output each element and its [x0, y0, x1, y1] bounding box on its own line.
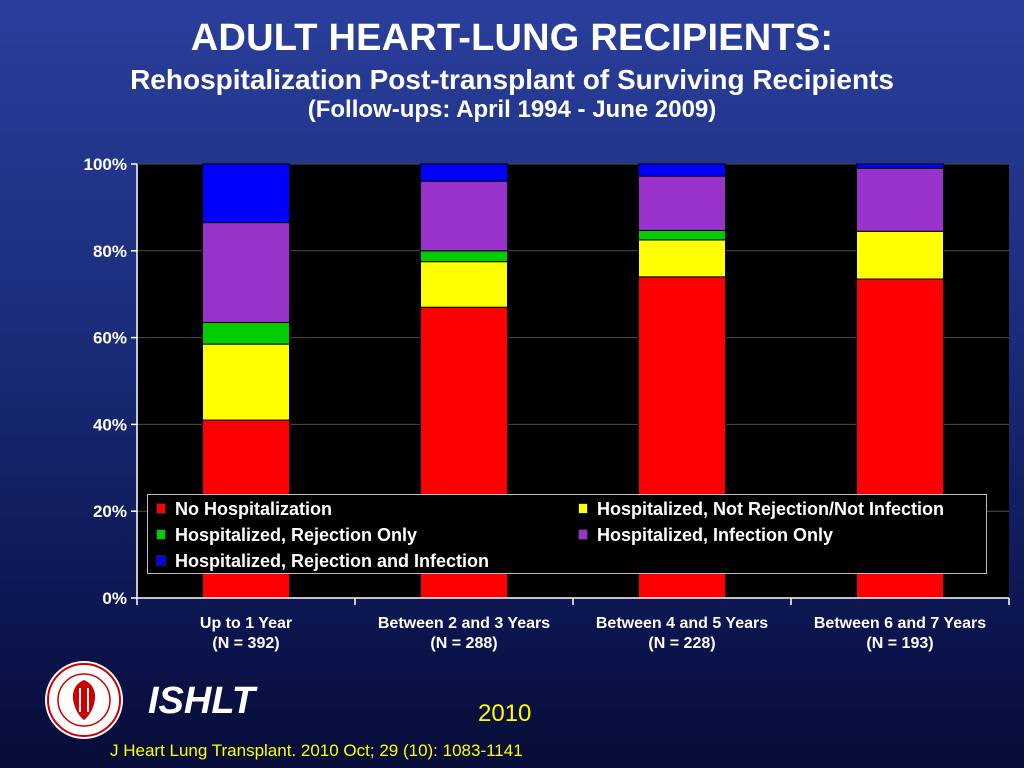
bar-segment — [638, 163, 726, 177]
legend-item: Hospitalized, Not Rejection/Not Infectio… — [578, 498, 944, 520]
bar-segment — [420, 163, 508, 182]
legend-swatch — [578, 503, 588, 514]
legend-swatch — [578, 529, 588, 540]
x-tick-label: Between 4 and 5 Years (N = 228) — [595, 615, 769, 652]
legend-label: Hospitalized, Infection Only — [597, 525, 834, 545]
citation: J Heart Lung Transplant. 2010 Oct; 29 (1… — [110, 741, 523, 760]
legend-label: Hospitalized, Not Rejection/Not Infectio… — [597, 499, 945, 519]
legend-label: No Hospitalization — [175, 499, 332, 519]
bar-segment — [202, 321, 290, 345]
bar-segment — [202, 343, 290, 421]
legend-swatch — [156, 529, 166, 540]
org-name: ISHLT — [148, 680, 255, 722]
bar-segment — [420, 250, 508, 263]
bar-segment — [202, 163, 290, 224]
y-tick-label: 80% — [93, 242, 127, 261]
bar-segment — [856, 167, 944, 232]
legend-item: Hospitalized, Rejection Only — [156, 524, 417, 546]
legend-swatch — [156, 555, 166, 566]
legend-item: No Hospitalization — [156, 498, 332, 520]
x-tick-label: Between 2 and 3 Years (N = 288) — [377, 615, 551, 652]
bar-segment — [420, 261, 508, 308]
page-subtitle: Rehospitalization Post-transplant of Sur… — [130, 64, 894, 95]
year-label: 2010 — [478, 700, 532, 727]
bar-segment — [856, 163, 944, 169]
legend-item: Hospitalized, Infection Only — [578, 524, 833, 546]
legend-label: Hospitalized, Rejection and Infection — [175, 551, 490, 571]
bar-segment — [202, 222, 290, 323]
y-tick-label: 100% — [84, 155, 127, 174]
bar-segment — [638, 175, 726, 231]
legend-swatch — [156, 503, 166, 514]
ishlt-seal-icon — [45, 661, 123, 739]
page-title: ADULT HEART-LUNG RECIPIENTS: — [190, 17, 834, 59]
legend-label: Hospitalized, Rejection Only — [175, 525, 418, 545]
y-tick-label: 40% — [93, 415, 127, 434]
bar-segment — [856, 230, 944, 280]
y-tick-label: 0% — [102, 589, 127, 608]
y-tick-label: 60% — [93, 329, 127, 348]
bar-segment — [638, 239, 726, 278]
bar-segment — [638, 229, 726, 241]
bar-segment — [420, 180, 508, 252]
x-tick-label: Up to 1 Year (N = 392) — [199, 615, 293, 652]
y-tick-label: 20% — [93, 502, 127, 521]
x-tick-label: Between 6 and 7 Years (N = 193) — [813, 615, 987, 652]
chart-legend: No Hospitalization Hospitalized, Not Reje… — [147, 494, 987, 574]
legend-item: Hospitalized, Rejection and Infection — [156, 550, 489, 572]
page-subtitle-dates: (Follow-ups: April 1994 - June 2009) — [307, 96, 717, 123]
